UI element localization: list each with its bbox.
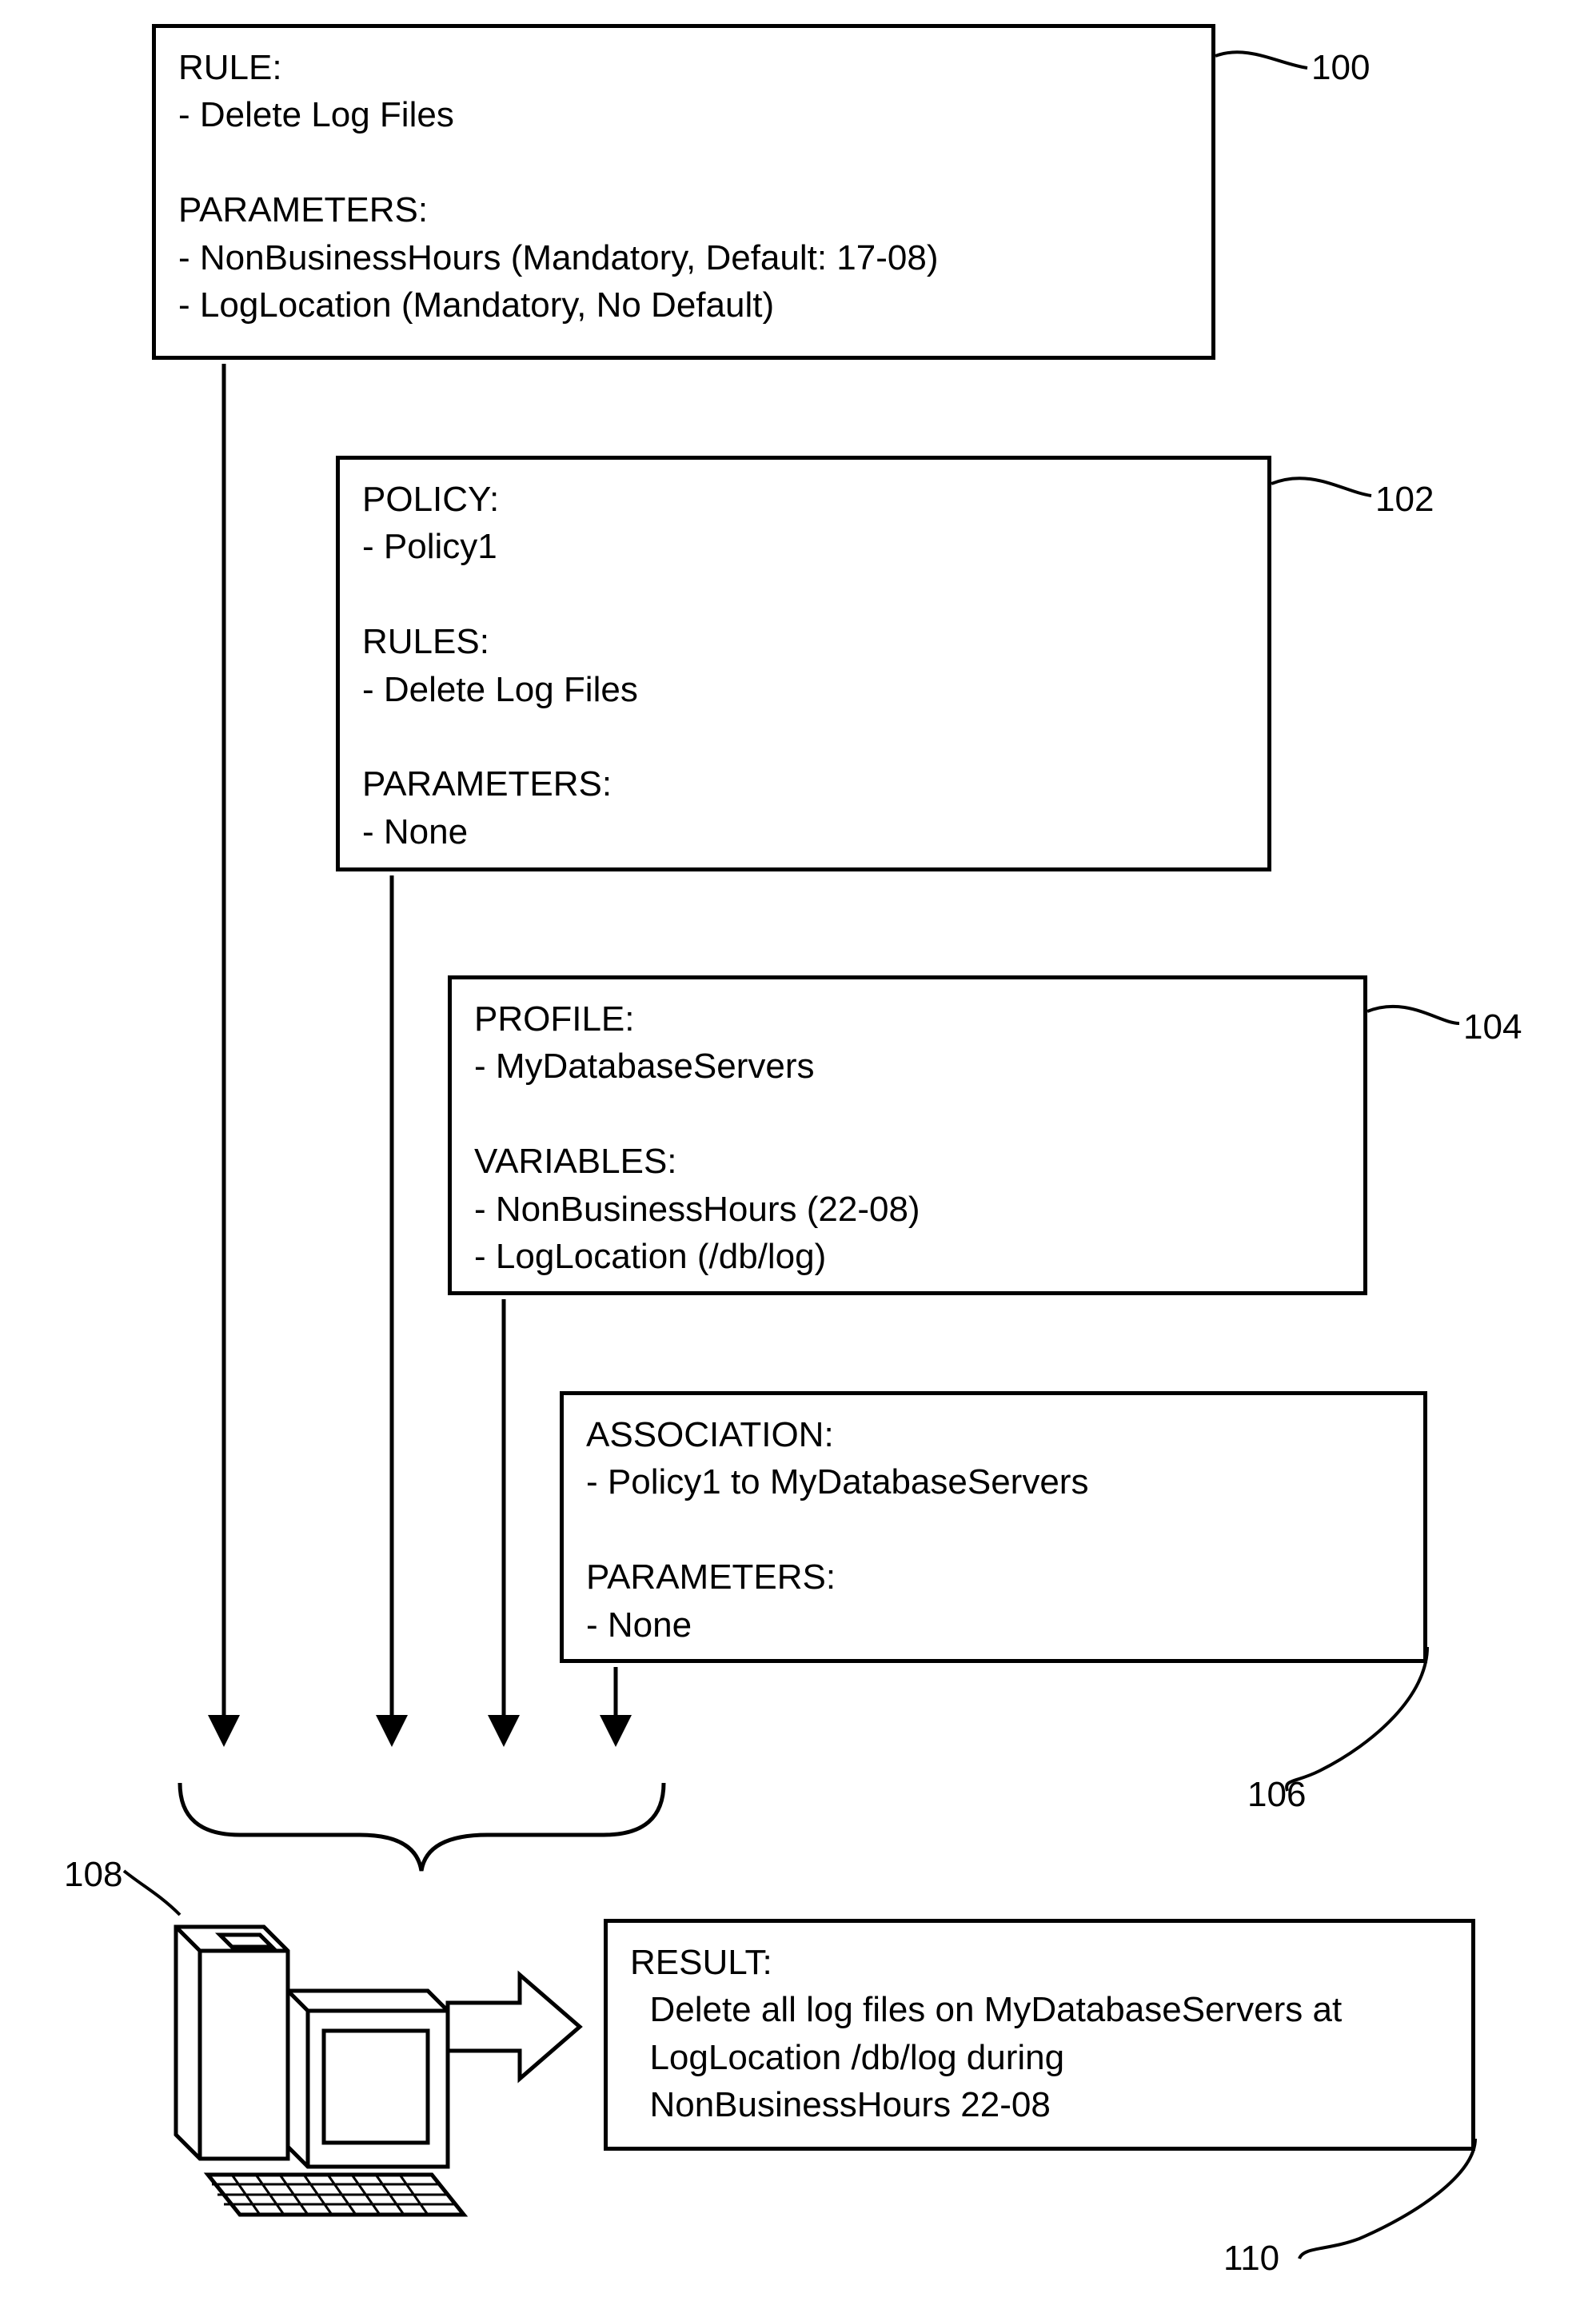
- result-box: RESULT: Delete all log files on MyDataba…: [604, 1919, 1475, 2151]
- lead-106: [1287, 1647, 1427, 1791]
- brace: [180, 1783, 664, 1871]
- rule-text: RULE: - Delete Log Files PARAMETERS: - N…: [178, 44, 1189, 329]
- ref-104: 104: [1463, 1007, 1522, 1047]
- lead-100: [1215, 52, 1307, 68]
- profile-box: PROFILE: - MyDatabaseServers VARIABLES: …: [448, 975, 1367, 1295]
- ref-110: 110: [1223, 2239, 1279, 2279]
- ref-108: 108: [64, 1855, 122, 1895]
- diagram-canvas: RULE: - Delete Log Files PARAMETERS: - N…: [0, 0, 1596, 2317]
- policy-box: POLICY: - Policy1 RULES: - Delete Log Fi…: [336, 456, 1271, 871]
- lead-104: [1367, 1007, 1459, 1023]
- lead-108: [124, 1871, 180, 1915]
- lead-110: [1299, 2139, 1475, 2259]
- policy-text: POLICY: - Policy1 RULES: - Delete Log Fi…: [362, 476, 1245, 855]
- result-text: RESULT: Delete all log files on MyDataba…: [630, 1939, 1449, 2129]
- lead-102: [1271, 478, 1371, 496]
- computer-icon: [176, 1927, 464, 2215]
- ref-102: 102: [1375, 480, 1434, 520]
- block-arrow: [448, 1975, 580, 2079]
- association-text: ASSOCIATION: - Policy1 to MyDatabaseServ…: [586, 1411, 1401, 1649]
- rule-box: RULE: - Delete Log Files PARAMETERS: - N…: [152, 24, 1215, 360]
- ref-106: 106: [1247, 1775, 1306, 1815]
- profile-text: PROFILE: - MyDatabaseServers VARIABLES: …: [474, 995, 1341, 1280]
- ref-100: 100: [1311, 48, 1370, 88]
- association-box: ASSOCIATION: - Policy1 to MyDatabaseServ…: [560, 1391, 1427, 1663]
